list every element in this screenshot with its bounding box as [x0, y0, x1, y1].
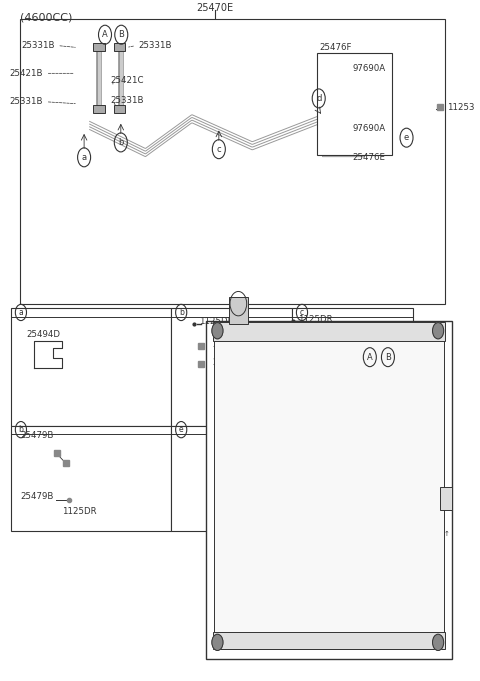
Bar — [441, 486, 452, 510]
Bar — [229, 297, 248, 324]
Text: 25480C: 25480C — [298, 366, 331, 375]
Text: 25470E: 25470E — [196, 3, 234, 13]
Text: 25331B: 25331B — [138, 41, 172, 50]
Text: A: A — [367, 353, 372, 362]
Text: 25476F: 25476F — [320, 43, 352, 52]
Text: 25479B: 25479B — [352, 328, 385, 337]
Bar — [20, 19, 445, 304]
Text: b: b — [118, 138, 123, 147]
Text: 11253: 11253 — [447, 103, 475, 112]
Bar — [214, 331, 444, 649]
Text: e: e — [179, 425, 183, 434]
Text: 25331B: 25331B — [21, 41, 55, 50]
Bar — [292, 308, 413, 426]
Text: B: B — [119, 30, 124, 39]
Text: A: A — [102, 30, 108, 39]
Bar — [11, 426, 171, 530]
Bar — [94, 105, 105, 113]
Circle shape — [212, 323, 223, 339]
Text: 97857: 97857 — [352, 379, 380, 387]
Text: ↑: ↑ — [444, 531, 449, 537]
Bar — [213, 322, 445, 341]
Circle shape — [432, 634, 444, 650]
Text: 25494: 25494 — [215, 428, 242, 437]
Text: e: e — [404, 133, 409, 142]
Text: 25479B: 25479B — [20, 431, 53, 440]
Bar — [94, 43, 105, 51]
Text: 25479B: 25479B — [20, 492, 53, 501]
Bar — [171, 308, 292, 426]
Text: 1125DR: 1125DR — [298, 315, 333, 323]
Text: b: b — [19, 425, 24, 434]
Text: c: c — [216, 144, 221, 154]
Bar — [11, 308, 171, 426]
Text: 25421C: 25421C — [110, 76, 144, 84]
Text: c: c — [300, 308, 304, 317]
Bar — [114, 43, 125, 51]
Bar — [171, 426, 292, 530]
Text: 25331B: 25331B — [110, 96, 144, 105]
Text: 25331B: 25331B — [10, 97, 43, 106]
Text: d: d — [316, 94, 322, 103]
Text: (4600CC): (4600CC) — [20, 13, 72, 22]
Text: 97690A: 97690A — [352, 125, 385, 133]
Bar — [114, 105, 125, 113]
Text: 25493C: 25493C — [213, 358, 246, 367]
Bar — [317, 53, 392, 155]
Text: 25494D: 25494D — [26, 330, 60, 338]
Bar — [213, 632, 445, 649]
Text: 1125DR: 1125DR — [62, 507, 96, 516]
Text: 25421B: 25421B — [10, 69, 43, 78]
Text: a: a — [82, 153, 87, 162]
Text: 31126D: 31126D — [352, 347, 386, 355]
Text: B: B — [385, 353, 391, 362]
Text: b: b — [179, 308, 184, 317]
Circle shape — [212, 634, 223, 650]
Text: a: a — [19, 308, 24, 317]
Text: 1125DR: 1125DR — [199, 317, 233, 326]
Circle shape — [432, 323, 444, 339]
Text: 97690A: 97690A — [352, 64, 385, 73]
Text: 25476E: 25476E — [352, 153, 385, 163]
Bar — [206, 321, 452, 659]
Text: 25479B: 25479B — [213, 340, 246, 349]
